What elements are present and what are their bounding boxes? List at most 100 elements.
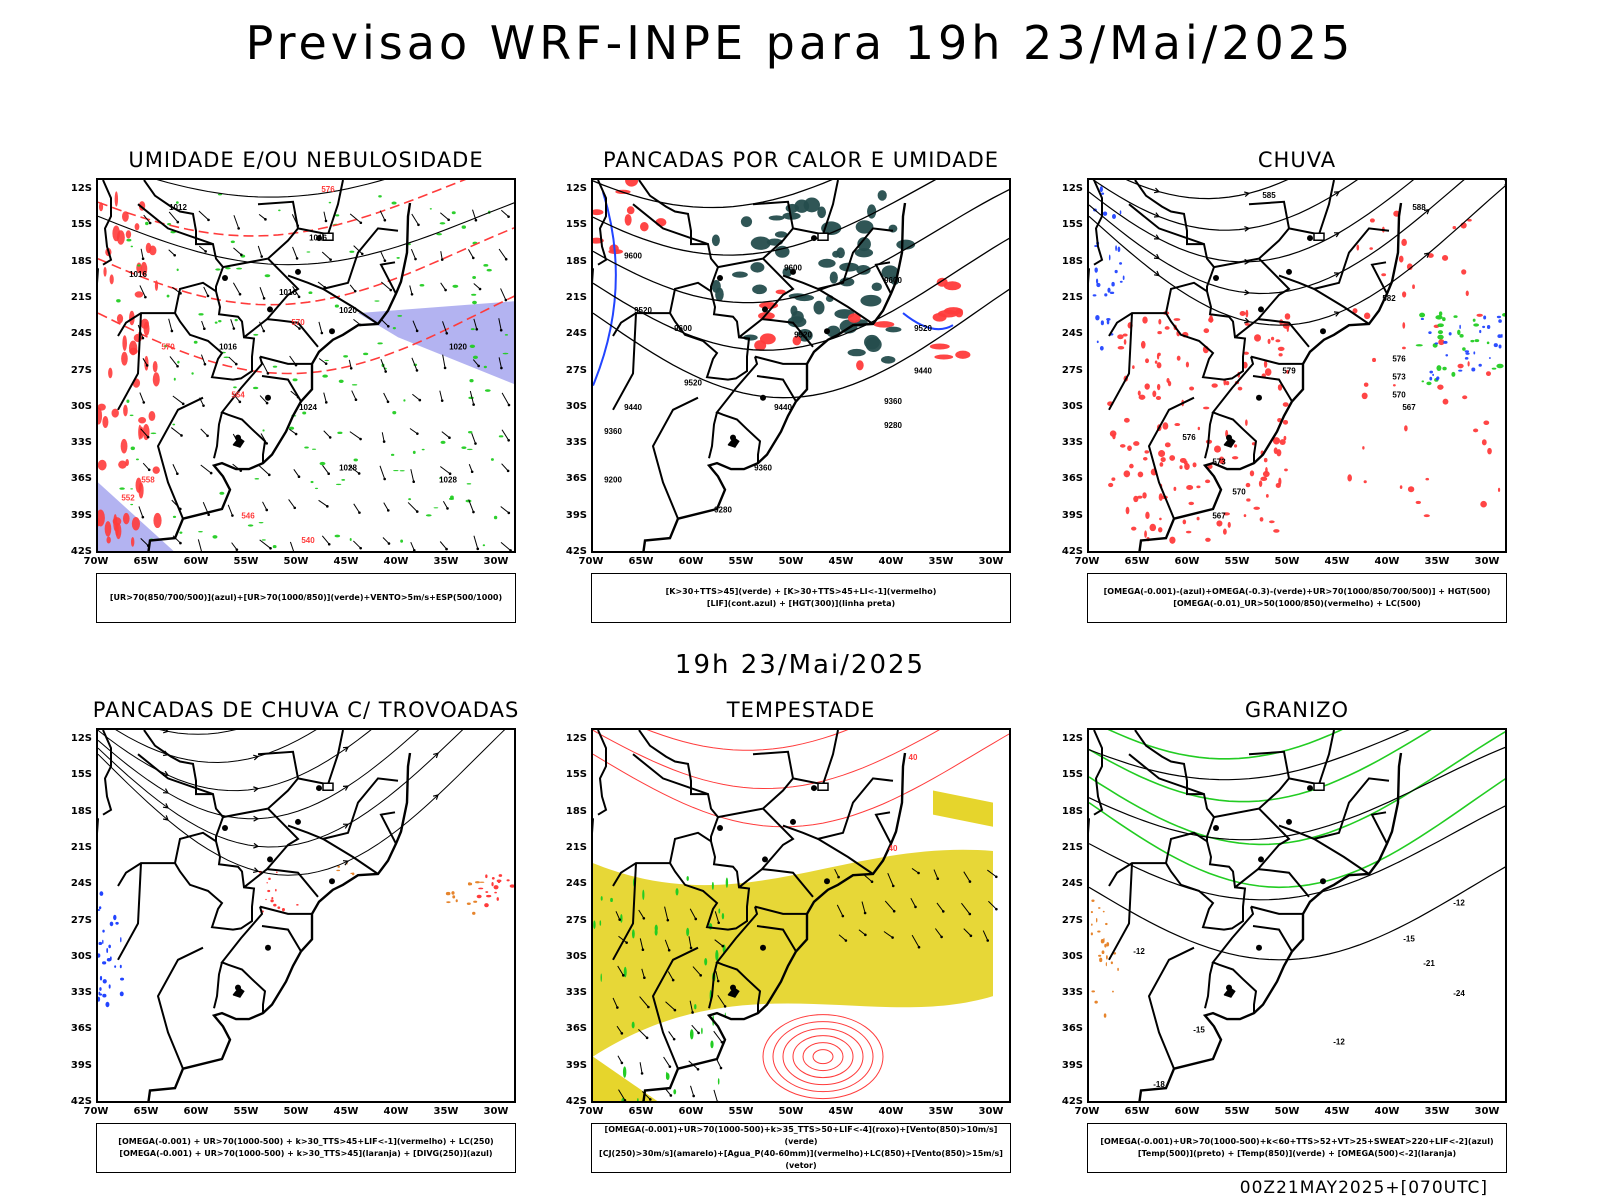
rain-red	[1107, 309, 1291, 544]
divergence-blue-cell	[98, 953, 101, 958]
geography	[1089, 180, 1403, 551]
rain-red-cell	[1164, 442, 1171, 448]
wind-vector	[259, 395, 268, 404]
contour-label: 552	[121, 494, 135, 503]
rain-red-cell	[1108, 482, 1114, 488]
rain-red-east-cell	[1457, 363, 1464, 369]
heat-humidity-red-cell	[932, 312, 947, 322]
city-marker	[1258, 856, 1264, 863]
rain-red-cell	[1258, 480, 1263, 487]
green-humidity-cell	[236, 267, 243, 270]
green-humidity-cell	[490, 458, 494, 461]
rain-red-cell	[1112, 433, 1116, 440]
lon-tick-label: 60W	[678, 556, 704, 567]
flow-arrow	[252, 867, 260, 873]
main-title: Previsao WRF-INPE para 19h 23/Mai/2025	[245, 16, 1355, 70]
wind-vector-head	[697, 1031, 700, 1035]
panel-title: CHUVA	[1257, 148, 1337, 172]
lat-tick-label: 27S	[565, 914, 587, 926]
rain-red-east-cell	[1402, 346, 1406, 350]
wind-vector	[172, 395, 184, 405]
lat-tick-label: 27S	[70, 914, 92, 926]
green-humidity-cell	[306, 251, 311, 253]
wind-850-green-cell	[593, 920, 596, 929]
rain-blue-cell	[1482, 325, 1486, 329]
red-humidity-cell	[98, 517, 100, 527]
omega-orange-cell	[1102, 910, 1105, 913]
wind-vector	[200, 464, 212, 474]
wind-vector-head	[642, 916, 646, 920]
storm-orange-coast-cell	[336, 869, 341, 872]
wind-vector-head	[699, 974, 702, 977]
wind-vector-head	[669, 1094, 673, 1097]
wind-vector	[259, 539, 271, 549]
rain-red-cell	[1169, 455, 1176, 461]
rain-blue-west-cell	[1095, 278, 1099, 284]
green-humidity-cell	[498, 435, 504, 438]
green-humidity-cell	[335, 214, 340, 217]
lat-tick-label: 30S	[1061, 400, 1083, 412]
wind-vector	[713, 1030, 723, 1043]
wind-vector-head	[625, 941, 628, 944]
wind-vector-head	[445, 331, 449, 335]
heat-humidity-red-west-cell	[593, 209, 604, 216]
lon-tick-label: 35W	[433, 1106, 459, 1117]
green-humidity-cell	[397, 314, 403, 317]
wind-vector-head	[892, 909, 896, 913]
heat-humidity-green-cell	[864, 334, 880, 350]
wind-vector-head	[360, 252, 364, 256]
wind-vector	[468, 499, 474, 513]
rain-green-cell	[1457, 329, 1461, 336]
wind-vector	[665, 1088, 672, 1096]
rain-blue-cell	[1493, 343, 1498, 348]
geography	[98, 180, 412, 551]
city-marker	[1213, 824, 1219, 831]
lon-tick-label: 70W	[1074, 556, 1100, 567]
green-humidity-cell	[234, 318, 238, 322]
wind-vector-head	[382, 440, 386, 443]
state-boundary	[259, 905, 312, 915]
state-boundary	[1147, 946, 1195, 1070]
geography	[1089, 730, 1403, 1101]
wind-vector-head	[995, 907, 998, 911]
wind-vector	[203, 286, 209, 297]
wind-vector	[838, 934, 847, 941]
contour-label: 9280	[714, 506, 732, 515]
wind-vector	[834, 868, 840, 878]
rain-red-cell	[1119, 444, 1126, 448]
wind-vector-head	[719, 1066, 723, 1070]
wind-field	[137, 209, 512, 551]
rain-red-cell	[1154, 360, 1158, 364]
wind-vector	[500, 288, 507, 301]
rain-red-cell	[1155, 395, 1162, 400]
rain-green-cell	[1491, 367, 1497, 370]
city-marker	[824, 878, 830, 885]
lat-tick-label: 15S	[70, 219, 92, 231]
contour-label: 567	[1212, 512, 1226, 521]
green-humidity-cell	[483, 365, 487, 369]
storm-red-east-cell	[491, 876, 495, 880]
green-humidity-cell	[288, 426, 295, 430]
green-humidity-cell	[177, 360, 180, 364]
lon-tick-label: 45W	[828, 1106, 854, 1117]
contour-label: 546	[241, 512, 255, 521]
state-boundary	[874, 261, 892, 295]
wind-vector-head	[941, 910, 945, 913]
rain-red-cell	[1263, 360, 1268, 368]
green-humidity-cell	[258, 521, 264, 524]
rain-blue-cell	[1479, 329, 1482, 334]
divergence-blue-cell	[102, 929, 105, 933]
wind-vector	[911, 934, 920, 948]
storm-red-east-cell	[491, 882, 494, 887]
wind-vector-head	[384, 370, 387, 373]
omega-orange-cell	[1106, 942, 1110, 947]
wind-vector-head	[673, 1008, 677, 1012]
divergence-blue-cell	[119, 964, 122, 969]
wind-vector	[612, 997, 618, 1008]
red-humidity-cell	[148, 411, 156, 422]
lat-tick-label: 15S	[565, 769, 587, 781]
heat-humidity-green-cell	[750, 262, 765, 273]
wind-vector-head	[359, 437, 362, 441]
green-humidity-cell	[436, 232, 442, 236]
wind-vector	[168, 249, 176, 256]
